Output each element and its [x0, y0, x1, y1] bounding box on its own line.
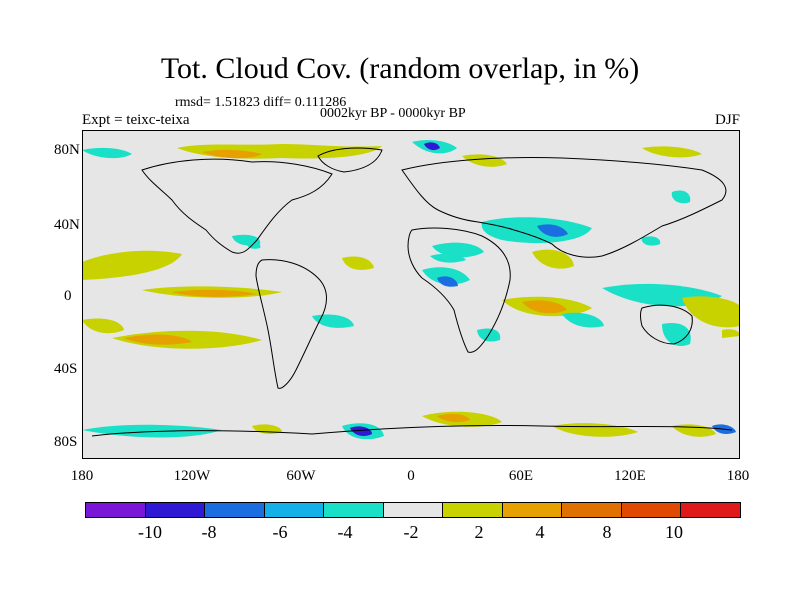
lon-label-180w: 180: [70, 468, 94, 484]
period-label: 0002kyr BP - 0000kyr BP: [320, 106, 466, 121]
colorbar-box-2: [205, 503, 265, 517]
colorbar-box-7: [502, 503, 563, 517]
colorbar-label: -6: [272, 522, 288, 542]
lon-label-0: 0: [407, 468, 415, 484]
lat-label-80s: 80S: [54, 434, 78, 450]
lon-label-120w: 120W: [173, 468, 211, 484]
lat-label-0: 0: [64, 288, 72, 304]
colorbar-box-3: [264, 503, 325, 517]
lon-label-60e: 60E: [508, 468, 534, 484]
lat-label-40s: 40S: [54, 361, 78, 377]
lon-label-180e: 180: [726, 468, 750, 484]
colorbar-box-1: [145, 503, 206, 517]
colorbar-label: -10: [138, 522, 162, 542]
colorbar-label: -8: [201, 522, 217, 542]
colorbar-label: -2: [403, 522, 419, 542]
colorbar-label: 4: [535, 522, 545, 542]
colorbar-box-8: [562, 503, 622, 517]
colorbar-box-0: [86, 503, 146, 517]
world-map: [82, 130, 740, 459]
colorbar-label: 8: [602, 522, 612, 542]
colorbar-box-9: [621, 503, 682, 517]
lat-label-40n: 40N: [54, 217, 80, 233]
colorbar-label: 2: [474, 522, 484, 542]
plot-title: Tot. Cloud Cov. (random overlap, in %): [160, 52, 640, 85]
lon-label-60w: 60W: [286, 468, 316, 484]
colorbar-box-6: [443, 503, 503, 517]
stats-label: rmsd= 1.51823 diff= 0.111286: [175, 95, 347, 110]
map-panel: [82, 130, 740, 459]
colorbar-box-4: [324, 503, 384, 517]
season-label: DJF: [714, 112, 740, 128]
experiment-label: Expt = teixc-teixa: [82, 112, 190, 128]
lat-label-80n: 80N: [54, 142, 80, 158]
colorbar: [85, 502, 741, 518]
anomaly-patches: [82, 140, 740, 440]
colorbar-box-10: [681, 503, 741, 517]
map-border: [82, 130, 740, 459]
colorbar-label: 10: [665, 522, 683, 542]
colorbar-label: -4: [337, 522, 353, 542]
colorbar-box-5: [383, 503, 444, 517]
coastlines: [91, 147, 733, 437]
lon-label-120e: 120E: [614, 468, 646, 484]
